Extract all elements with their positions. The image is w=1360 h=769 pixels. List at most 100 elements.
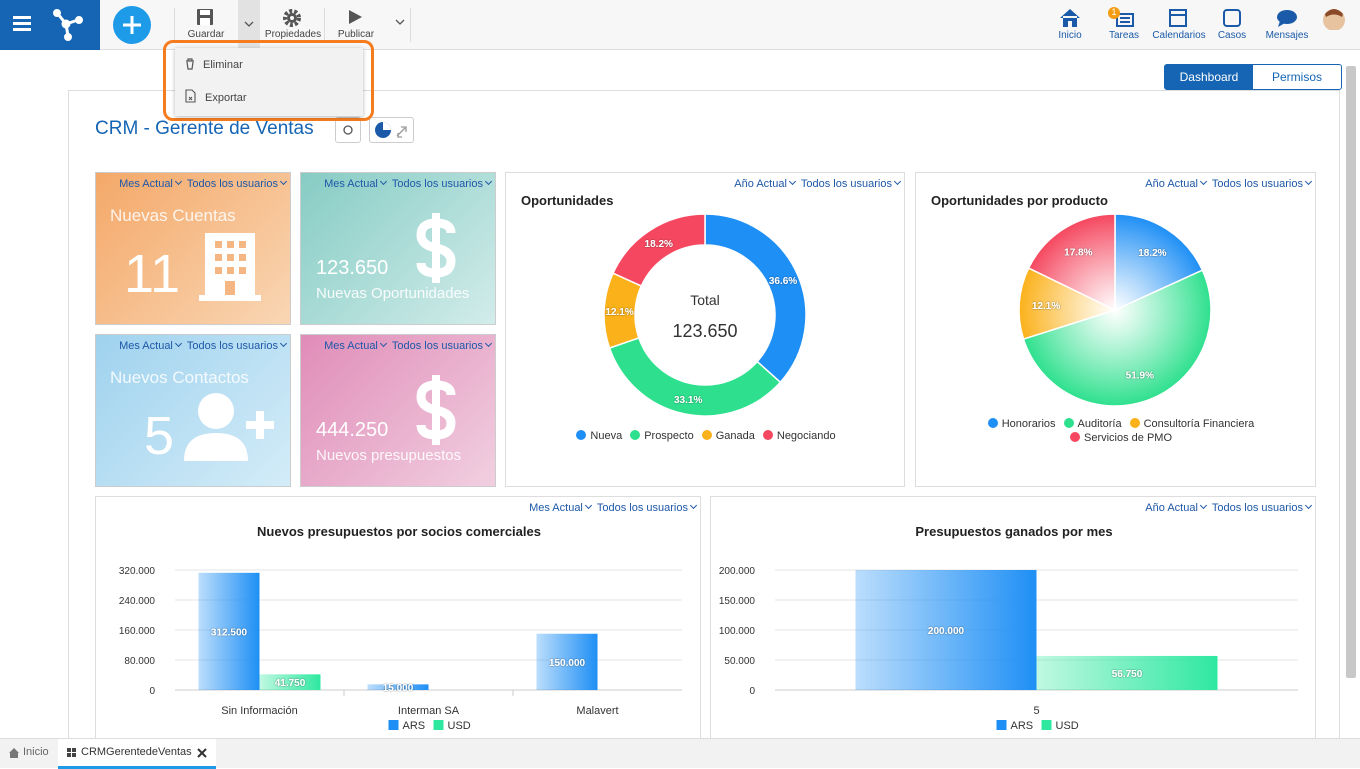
button-label[interactable]: Propiedades xyxy=(264,29,322,40)
save-dropdown[interactable] xyxy=(238,0,260,48)
legend-item: Consultoría Financiera xyxy=(1129,418,1255,430)
tile-label: Nuevas Oportunidades xyxy=(316,285,470,302)
filter[interactable]: Año Actual xyxy=(1145,502,1206,514)
nav-item[interactable]: Casos xyxy=(1217,30,1247,41)
legend-dot xyxy=(1129,418,1140,428)
filter[interactable]: Todos los usuarios xyxy=(187,178,286,190)
legend-item: Prospecto xyxy=(630,430,694,442)
dashboard-title: CRM - Gerente de Ventas xyxy=(95,118,314,139)
legend-label: Negociando xyxy=(776,430,836,442)
task-badge: 1 xyxy=(1111,7,1117,17)
play-icon xyxy=(349,10,362,24)
widget-title: Nuevos presupuestos por socios comercial… xyxy=(257,524,541,539)
status-button[interactable] xyxy=(335,117,361,143)
legend-label: Honorarios xyxy=(1001,418,1056,430)
nav-item[interactable]: Calendarios xyxy=(1152,30,1206,41)
tile-value: 444.250 xyxy=(316,419,389,441)
nav-item[interactable]: Mensajes xyxy=(1265,30,1309,41)
filter[interactable]: Todos los usuarios xyxy=(801,178,900,190)
filter[interactable]: Mes Actual xyxy=(529,502,591,514)
tile-label: Nuevas Cuentas xyxy=(110,206,236,225)
bar-widget: Mes Actual Todos los usuarios Nuevos pres… xyxy=(95,496,701,746)
donut-widget: Año Actual Todos los usuarios Oportunidad… xyxy=(505,172,905,487)
legend-item: Ganada xyxy=(701,430,755,442)
button-label[interactable]: Publicar xyxy=(337,29,375,40)
filter[interactable]: Mes Actual xyxy=(324,178,386,190)
menu-item[interactable]: Exportar xyxy=(205,92,247,104)
tab-active[interactable]: Dashboard xyxy=(1165,65,1253,89)
filter[interactable]: Todos los usuarios xyxy=(187,340,286,352)
legend: Honorarios Auditoría Consultoría Financier… xyxy=(976,418,1266,444)
filter[interactable]: Todos los usuarios xyxy=(1212,178,1311,190)
legend-dot xyxy=(1063,418,1074,428)
widget-title: Oportunidades xyxy=(521,193,614,208)
publish-dropdown[interactable] xyxy=(390,14,410,34)
filter[interactable]: Todos los usuarios xyxy=(1212,502,1311,514)
filter[interactable]: Mes Actual xyxy=(324,340,386,352)
kpi-tile: Mes Actual Todos los usuarios Nuevas Cuen… xyxy=(95,172,291,325)
contact-icon xyxy=(184,393,274,461)
legend-item: Honorarios xyxy=(987,418,1056,430)
tile-value: 11 xyxy=(124,244,181,304)
nav-item[interactable]: Tareas xyxy=(1108,30,1139,41)
tile-label: Nuevos Contactos xyxy=(110,368,249,387)
footer-tabs: Inicio CRMGerentedeVentas xyxy=(0,738,1360,769)
filter[interactable]: Todos los usuarios xyxy=(392,340,491,352)
legend-item: Negociando xyxy=(762,430,836,442)
logo-icons xyxy=(13,9,83,41)
legend-label: Servicios de PMO xyxy=(1083,432,1173,444)
filter[interactable]: Todos los usuarios xyxy=(392,178,491,190)
footer-tab-active[interactable]: CRMGerentedeVentas xyxy=(58,739,216,769)
filter[interactable]: Año Actual xyxy=(734,178,795,190)
legend-dot xyxy=(576,430,587,440)
widget-title: Presupuestos ganados por mes xyxy=(915,524,1113,539)
widget-title: Oportunidades por producto xyxy=(931,193,1108,208)
logo[interactable] xyxy=(0,0,100,50)
legend-label: Prospecto xyxy=(644,430,694,442)
building-icon xyxy=(199,233,261,301)
tab[interactable]: Permisos xyxy=(1271,70,1322,84)
bar-widget: Año Actual Todos los usuarios Presupuesto… xyxy=(710,496,1316,746)
tile-value: 123.650 xyxy=(316,257,389,279)
legend-label: Auditoría xyxy=(1077,418,1122,430)
legend-dot xyxy=(987,418,998,428)
footer-tab-label: CRMGerentedeVentas xyxy=(81,746,192,758)
legend-dot xyxy=(1069,432,1080,442)
button-label[interactable]: Guardar xyxy=(187,29,225,40)
filter[interactable]: Mes Actual xyxy=(119,340,181,352)
filter[interactable]: Mes Actual xyxy=(119,178,181,190)
legend-dot xyxy=(630,430,641,440)
dollar-icon xyxy=(416,213,456,283)
footer-tab[interactable]: Inicio xyxy=(23,746,49,758)
tile-value: 5 xyxy=(144,406,175,466)
filter[interactable]: Año Actual xyxy=(1145,178,1206,190)
kpi-tile: Mes Actual Todos los usuarios 444.250 Nue… xyxy=(300,334,496,487)
save-icon xyxy=(197,9,213,25)
menu-item[interactable]: Eliminar xyxy=(203,59,243,71)
filter[interactable]: Todos los usuarios xyxy=(597,502,696,514)
gear-icon xyxy=(283,9,301,27)
legend-item: Auditoría xyxy=(1063,418,1122,430)
add-button[interactable] xyxy=(112,5,152,45)
highlight xyxy=(163,40,374,121)
dollar-icon xyxy=(416,375,456,445)
dropdown-menu: Eliminar Exportar xyxy=(175,48,363,116)
kpi-tile: Mes Actual Todos los usuarios 123.650 Nue… xyxy=(300,172,496,325)
legend: Nueva Prospecto Ganada Negociando xyxy=(506,430,906,442)
chart-options[interactable] xyxy=(369,117,414,143)
legend-item: Nueva xyxy=(576,430,622,442)
legend-dot xyxy=(701,430,712,440)
legend-item: Servicios de PMO xyxy=(1069,432,1173,444)
scrollbar[interactable] xyxy=(1346,66,1356,678)
view-tabs: Dashboard Permisos xyxy=(1164,64,1342,90)
legend-label: Consultoría Financiera xyxy=(1143,418,1255,430)
tile-label: Nuevos presupuestos xyxy=(316,447,462,464)
pie-widget: Año Actual Todos los usuarios Oportunidad… xyxy=(915,172,1316,487)
nav-item[interactable]: Inicio xyxy=(1058,30,1082,41)
kpi-tile: Mes Actual Todos los usuarios Nuevos Cont… xyxy=(95,334,291,487)
legend-label: Nueva xyxy=(590,430,623,442)
legend-label: Ganada xyxy=(715,430,755,442)
nav-icons xyxy=(1060,7,1345,30)
legend-dot xyxy=(762,430,773,440)
